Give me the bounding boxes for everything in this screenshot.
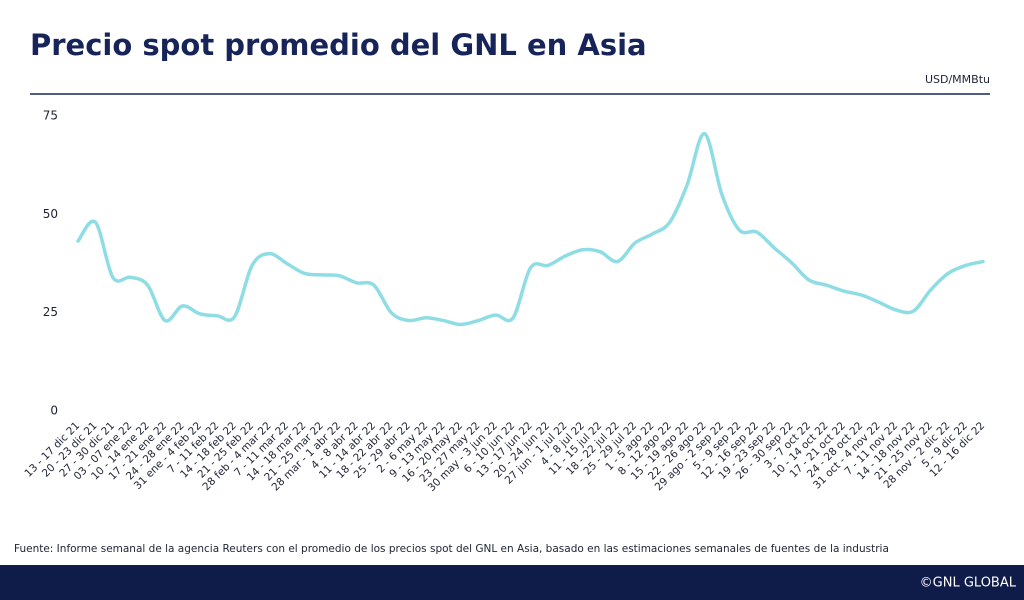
y-tick-label: 75 <box>43 109 58 123</box>
footer-brand: ©GNL GLOBAL <box>920 576 1017 591</box>
y-tick-label: 25 <box>43 305 58 319</box>
y-tick-label: 0 <box>50 404 58 418</box>
chart-title: Precio spot promedio del GNL en Asia <box>30 28 647 62</box>
y-tick-label: 50 <box>43 207 58 221</box>
footer-band <box>0 565 1024 600</box>
unit-label: USD/MMBtu <box>925 73 990 86</box>
source-note: Fuente: Informe semanal de la agencia Re… <box>14 543 889 555</box>
line-series <box>76 131 985 327</box>
